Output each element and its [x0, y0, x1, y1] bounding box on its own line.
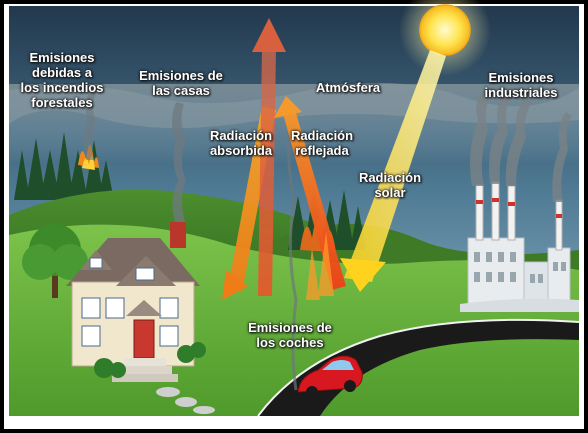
forest-left [14, 132, 114, 200]
absorbed-radiation-head [222, 270, 248, 300]
factory-smoke [470, 88, 572, 202]
scene [9, 0, 580, 417]
ground-glow [306, 232, 334, 300]
escaping-radiation-arrow [258, 48, 276, 296]
fire-smoke [83, 92, 96, 160]
car-smoke [286, 109, 298, 391]
road [258, 319, 579, 416]
reflected-radiation-arrow [282, 106, 346, 290]
solar-radiation-beam [344, 50, 446, 282]
label-radiacion-absorbida: Radiación absorbida [209, 128, 273, 158]
label-radiacion-solar: Radiación solar [358, 170, 422, 200]
house-smoke [172, 102, 186, 225]
stepping-stones [156, 387, 215, 414]
reflected-radiation-head [274, 96, 302, 118]
house [66, 222, 200, 382]
label-atmosfera: Atmósfera [315, 80, 381, 95]
escaping-radiation-head [252, 18, 286, 52]
solar-radiation-arrowhead [340, 258, 386, 292]
trees-left [22, 224, 88, 298]
label-radiacion-reflejada: Radiación reflejada [290, 128, 354, 158]
label-emisiones-incendios: Emisiones debidas a los incendios forest… [20, 50, 104, 110]
car [297, 355, 363, 398]
label-emisiones-industriales: Emisiones industriales [484, 70, 558, 100]
factory [460, 181, 579, 312]
sun [419, 4, 471, 56]
label-emisiones-coches: Emisiones de los coches [248, 320, 332, 350]
road-edge [257, 318, 580, 417]
shrubs [94, 342, 206, 378]
label-emisiones-casas: Emisiones de las casas [139, 68, 223, 98]
